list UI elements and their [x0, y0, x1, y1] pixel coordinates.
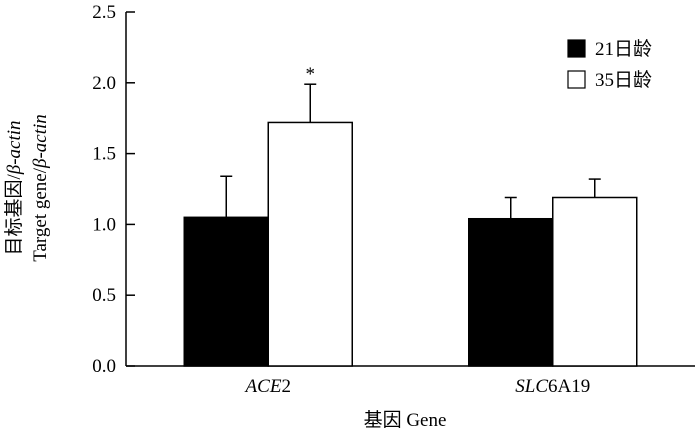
y-label-line1-text: 目标基因/	[3, 174, 25, 256]
bar-35d	[267, 121, 353, 367]
legend-label-35d: 35日龄	[595, 69, 652, 91]
x-tick-label-suffix: 6A19	[548, 376, 590, 397]
y-tick-label: 0.0	[92, 356, 116, 377]
y-axis-label-line-2: Target gene/β-actin	[30, 114, 51, 262]
y-ticks: 0.0 0.5 1.0 1.5 2.0 2.5	[92, 2, 135, 377]
bars	[183, 121, 638, 367]
x-tick-label-suffix: 2	[281, 376, 291, 397]
legend-label-21d: 21日龄	[595, 38, 652, 60]
legend-swatch-35d	[567, 70, 586, 89]
legend: 21日龄 35日龄	[567, 38, 652, 91]
error-bars	[220, 83, 601, 219]
annotations: *	[306, 64, 316, 85]
y-tick-label: 0.5	[92, 285, 116, 306]
x-tick-label: SLC6A19	[515, 376, 590, 397]
x-tick-label: ACE2	[244, 376, 291, 397]
y-tick-label: 2.0	[92, 73, 116, 94]
y-label-line1-italic: β-actin	[4, 120, 25, 175]
y-label-line2-text: Target gene/	[30, 167, 51, 262]
y-label-line2-italic: β-actin	[30, 114, 51, 169]
y-axis-title: 目标基因/β-actin Target gene/β-actin	[3, 114, 51, 262]
y-axis-label-line-1: 目标基因/β-actin	[3, 120, 25, 255]
bar-21d	[183, 216, 269, 367]
x-axis-label: 基因 Gene	[364, 409, 447, 431]
bar-21d	[468, 217, 554, 367]
y-tick-label: 1.0	[92, 214, 116, 235]
bar-35d	[552, 196, 638, 367]
legend-swatch-21d	[567, 39, 586, 58]
significance-marker: *	[306, 64, 316, 85]
x-tick-label-gene: SLC	[515, 376, 548, 397]
y-tick-label: 2.5	[92, 2, 116, 23]
y-tick-label: 1.5	[92, 144, 116, 165]
x-tick-label-gene: ACE	[244, 376, 282, 397]
